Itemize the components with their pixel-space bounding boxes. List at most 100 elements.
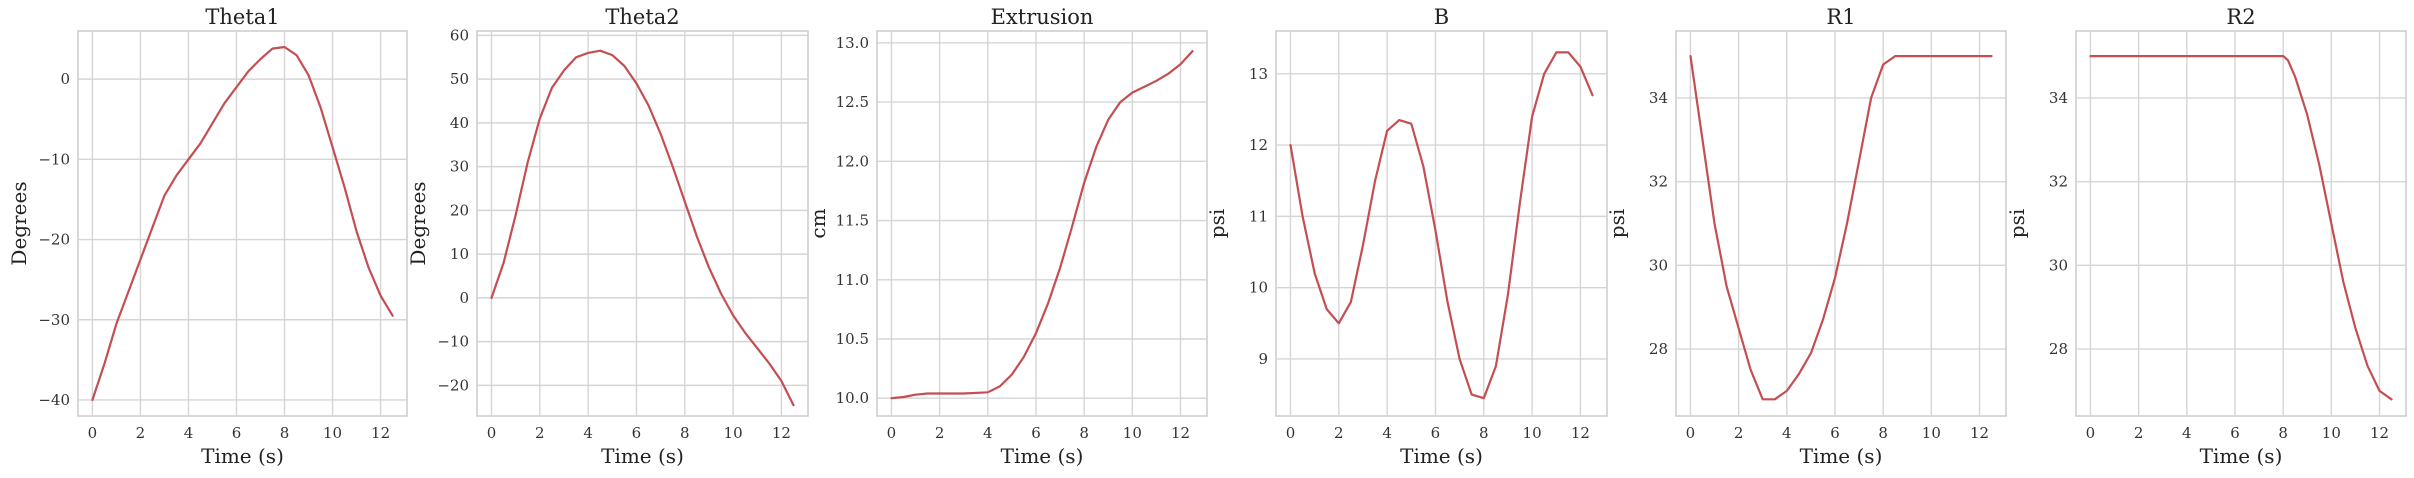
x-tick-label: 4 [1782, 424, 1792, 442]
y-tick-label: 40 [450, 114, 469, 132]
x-axis-label: Time (s) [1800, 444, 1883, 468]
y-tick-label: −10 [38, 150, 70, 168]
x-tick-label: 0 [2086, 424, 2096, 442]
y-tick-label: 13 [1249, 65, 1268, 83]
x-axis-label: Time (s) [201, 444, 284, 468]
y-tick-label: 12.5 [836, 93, 869, 111]
x-tick-label: 10 [724, 424, 743, 442]
series-line [890, 49, 1194, 400]
chart-panel-extrusion: 0 2 4 6 8 10 12 10.0 10.5 11.0 11.5 12.0 12.5 13.0 Ext… [806, 5, 1208, 468]
chart-panel-r2: 0 2 4 6 8 10 12 28 30 32 34 R2 Time (s) psi [2005, 5, 2407, 468]
y-tick-label: 11.0 [836, 271, 869, 289]
x-tick-label: 12 [1571, 424, 1590, 442]
y-axis-label: cm [806, 208, 830, 238]
x-tick-label: 4 [2182, 424, 2192, 442]
x-axis-label: Time (s) [1400, 444, 1483, 468]
x-tick-label: 0 [487, 424, 497, 442]
y-tick-label: 11.5 [836, 212, 869, 230]
y-tick-label: 12.0 [836, 152, 869, 170]
series-line [1289, 51, 1594, 400]
x-tick-label: 4 [184, 424, 194, 442]
chart-title: R2 [2226, 5, 2255, 29]
series-line [490, 49, 795, 407]
y-tick-label: −20 [38, 231, 70, 249]
x-tick-label: 6 [1031, 424, 1041, 442]
chart-title: Theta2 [605, 5, 679, 29]
y-tick-label: 28 [1649, 340, 1668, 358]
x-tick-label: 12 [772, 424, 791, 442]
x-tick-label: 6 [2230, 424, 2240, 442]
x-tick-label: 2 [136, 424, 146, 442]
x-tick-label: 10 [323, 424, 342, 442]
x-tick-label: 4 [1382, 424, 1392, 442]
y-axis-label: Degrees [7, 181, 31, 265]
plot-area [1275, 30, 1608, 417]
y-tick-label: −10 [437, 333, 469, 351]
chart-title: Theta1 [205, 5, 279, 29]
y-tick-label: 30 [1649, 256, 1668, 274]
x-tick-label: 12 [1970, 424, 1989, 442]
y-axis-label: psi [1605, 209, 1629, 238]
chart-title: Extrusion [991, 5, 1094, 29]
y-tick-label: 11 [1249, 207, 1268, 225]
series-line [1689, 54, 1993, 401]
y-tick-label: 10.0 [836, 389, 869, 407]
x-tick-label: 8 [680, 424, 690, 442]
y-tick-label: 20 [450, 201, 469, 219]
y-tick-label: 30 [450, 158, 469, 176]
x-tick-label: 0 [1286, 424, 1296, 442]
series-line [2089, 54, 2393, 401]
x-axis-label: Time (s) [1001, 444, 1084, 468]
x-tick-label: 8 [1479, 424, 1489, 442]
y-tick-label: 0 [459, 289, 469, 307]
x-axis-label: Time (s) [601, 444, 684, 468]
y-tick-label: 30 [2049, 256, 2068, 274]
x-axis-label: Time (s) [2200, 444, 2283, 468]
x-tick-label: 6 [232, 424, 242, 442]
y-tick-label: 12 [1249, 136, 1268, 154]
x-tick-label: 6 [1431, 424, 1441, 442]
y-tick-label: 32 [1649, 173, 1668, 191]
y-axis-label: psi [1205, 209, 1229, 238]
x-tick-label: 6 [632, 424, 642, 442]
x-tick-label: 2 [535, 424, 545, 442]
x-tick-label: 10 [1523, 424, 1542, 442]
x-tick-label: 10 [1123, 424, 1142, 442]
chart-panel-r1: 0 2 4 6 8 10 12 28 30 32 34 R1 Time (s) psi [1605, 5, 2007, 468]
x-tick-label: 4 [583, 424, 593, 442]
x-tick-label: 8 [280, 424, 290, 442]
plot-area [2075, 30, 2407, 417]
y-tick-label: 34 [1649, 89, 1668, 107]
y-tick-label: 50 [450, 70, 469, 88]
x-tick-label: 2 [2134, 424, 2144, 442]
y-tick-label: −30 [38, 311, 70, 329]
x-tick-label: 2 [1734, 424, 1744, 442]
x-tick-label: 2 [1334, 424, 1344, 442]
plot-area [476, 30, 809, 417]
x-tick-label: 8 [1079, 424, 1089, 442]
x-tick-label: 10 [1922, 424, 1941, 442]
series-line [91, 45, 394, 402]
y-tick-label: 9 [1258, 350, 1268, 368]
plot-area [876, 30, 1208, 417]
y-tick-label: −40 [38, 391, 70, 409]
x-tick-label: 10 [2322, 424, 2341, 442]
x-tick-label: 12 [1171, 424, 1190, 442]
chart-title: R1 [1826, 5, 1855, 29]
y-tick-label: 32 [2049, 173, 2068, 191]
chart-panel-theta1: 0 2 4 6 8 10 12 −40 −30 −20 −10 0 Theta1 Time (s) Degr… [7, 5, 408, 468]
x-tick-label: 2 [935, 424, 945, 442]
x-tick-label: 8 [2278, 424, 2288, 442]
y-axis-label: psi [2005, 209, 2029, 238]
y-tick-label: 10 [1249, 279, 1268, 297]
chart-panel-theta2: 0 2 4 6 8 10 12 −20 −10 0 10 20 30 40 50 60 Theta2 Time (… [406, 5, 809, 468]
x-tick-label: 12 [371, 424, 390, 442]
y-tick-label: 10.5 [836, 330, 869, 348]
y-tick-label: 13.0 [836, 34, 869, 52]
x-tick-label: 12 [2370, 424, 2389, 442]
chart-panel-b: 0 2 4 6 8 10 12 9 10 11 12 13 B Time (s) psi [1205, 5, 1608, 468]
y-tick-label: 0 [60, 70, 70, 88]
x-tick-label: 8 [1878, 424, 1888, 442]
plot-area [1675, 30, 2007, 417]
